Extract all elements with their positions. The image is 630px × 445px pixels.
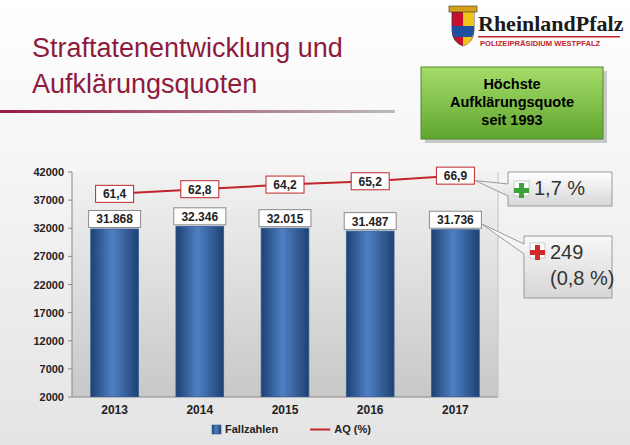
data-label-box xyxy=(181,181,219,198)
line xyxy=(115,176,456,194)
bar xyxy=(91,229,139,397)
data-label: 31.487 xyxy=(352,215,389,229)
legend-swatch xyxy=(310,429,330,431)
shield xyxy=(452,12,474,46)
data-label: 31.736 xyxy=(437,213,474,227)
chart-svg: RheinlandPfalz POLIZEIPRÄSIDIUM WESTPFALZ… xyxy=(0,0,630,445)
logo-text: RheinlandPfalz xyxy=(478,11,624,36)
y-tick-label: 37000 xyxy=(33,194,64,206)
y-tick-label: 12000 xyxy=(33,335,64,347)
y-tick xyxy=(68,228,72,229)
data-label-box xyxy=(429,211,481,228)
data-label: 64,2 xyxy=(273,178,297,192)
plus xyxy=(514,183,529,198)
legend-label: Fallzahlen xyxy=(225,423,278,435)
x-tick-label: 2015 xyxy=(272,403,299,417)
data-label: 66,9 xyxy=(444,169,468,183)
y-tick xyxy=(68,397,72,398)
highlight-box xyxy=(421,67,603,139)
y-tick-label: 42000 xyxy=(33,166,64,178)
y-tick xyxy=(68,368,72,369)
data-label-box xyxy=(96,185,134,202)
y-tick-label: 7000 xyxy=(40,363,64,375)
x-tick-label: 2017 xyxy=(442,403,469,417)
y-tick-label: 32000 xyxy=(33,222,64,234)
data-label-box xyxy=(436,167,474,184)
plus xyxy=(530,245,545,260)
data-label-box xyxy=(259,210,311,227)
data-label-box xyxy=(351,173,389,190)
plus-icon-green xyxy=(514,181,529,198)
coat-of-arms xyxy=(449,6,477,46)
legend-swatch xyxy=(212,425,221,434)
data-label-box xyxy=(89,210,141,227)
y-tick xyxy=(68,284,72,285)
shield-part xyxy=(452,26,474,37)
bar xyxy=(346,231,394,397)
bar xyxy=(176,226,224,397)
title: Straftatenentwicklung und Aufklärungsquo… xyxy=(32,30,432,102)
y-tick-label: 2000 xyxy=(40,391,64,403)
data-labels: 31.868 32.346 32.015 31.487 31.736 61,4 62,8 64… xyxy=(89,167,482,229)
y-tick-label: 22000 xyxy=(33,279,64,291)
background xyxy=(0,0,630,445)
data-label: 65,2 xyxy=(359,175,383,189)
legend-label: AQ (%) xyxy=(334,423,371,435)
bar xyxy=(432,230,480,397)
x-tick-label: 2014 xyxy=(186,403,213,417)
data-label-box xyxy=(266,176,304,193)
callout-text: 249 (0,8 %) xyxy=(550,239,620,291)
plot-area xyxy=(72,172,498,397)
y-tick-label: 17000 xyxy=(33,307,64,319)
y-axis xyxy=(72,172,73,397)
logo-subtext: POLIZEIPRÄSIDIUM WESTPFALZ xyxy=(480,39,601,48)
y-tick xyxy=(68,256,72,257)
logo-rule xyxy=(478,36,620,38)
y-tick-label: 27000 xyxy=(33,250,64,262)
y-tick xyxy=(68,340,72,341)
highlight-text: Höchste Aufklärungsquote seit 1993 xyxy=(437,75,587,129)
y-tick xyxy=(68,200,72,201)
page: {"chart_data": {"type": "bar", "title": … xyxy=(0,0,630,445)
callout-line xyxy=(475,172,612,206)
data-label: 31.868 xyxy=(96,212,133,226)
data-label: 62,8 xyxy=(188,183,212,197)
y2-axis xyxy=(498,172,499,397)
data-label: 32.015 xyxy=(267,212,304,226)
crown xyxy=(449,6,477,12)
plus-icon-red xyxy=(530,243,545,260)
x-tick-label: 2016 xyxy=(357,403,384,417)
data-label: 61,4 xyxy=(103,187,127,201)
y-tick xyxy=(68,312,72,313)
bar xyxy=(261,228,309,397)
data-label-box xyxy=(174,208,226,225)
callout-text: 1,7 % xyxy=(534,176,585,200)
title-separator xyxy=(0,110,395,113)
data-label-box xyxy=(344,213,396,230)
data-label: 32.346 xyxy=(181,210,218,224)
legend: Fallzahlen AQ (%) xyxy=(212,423,371,435)
y-tick xyxy=(68,172,72,173)
plot-marks xyxy=(91,176,480,397)
x-tick-label: 2013 xyxy=(101,403,128,417)
